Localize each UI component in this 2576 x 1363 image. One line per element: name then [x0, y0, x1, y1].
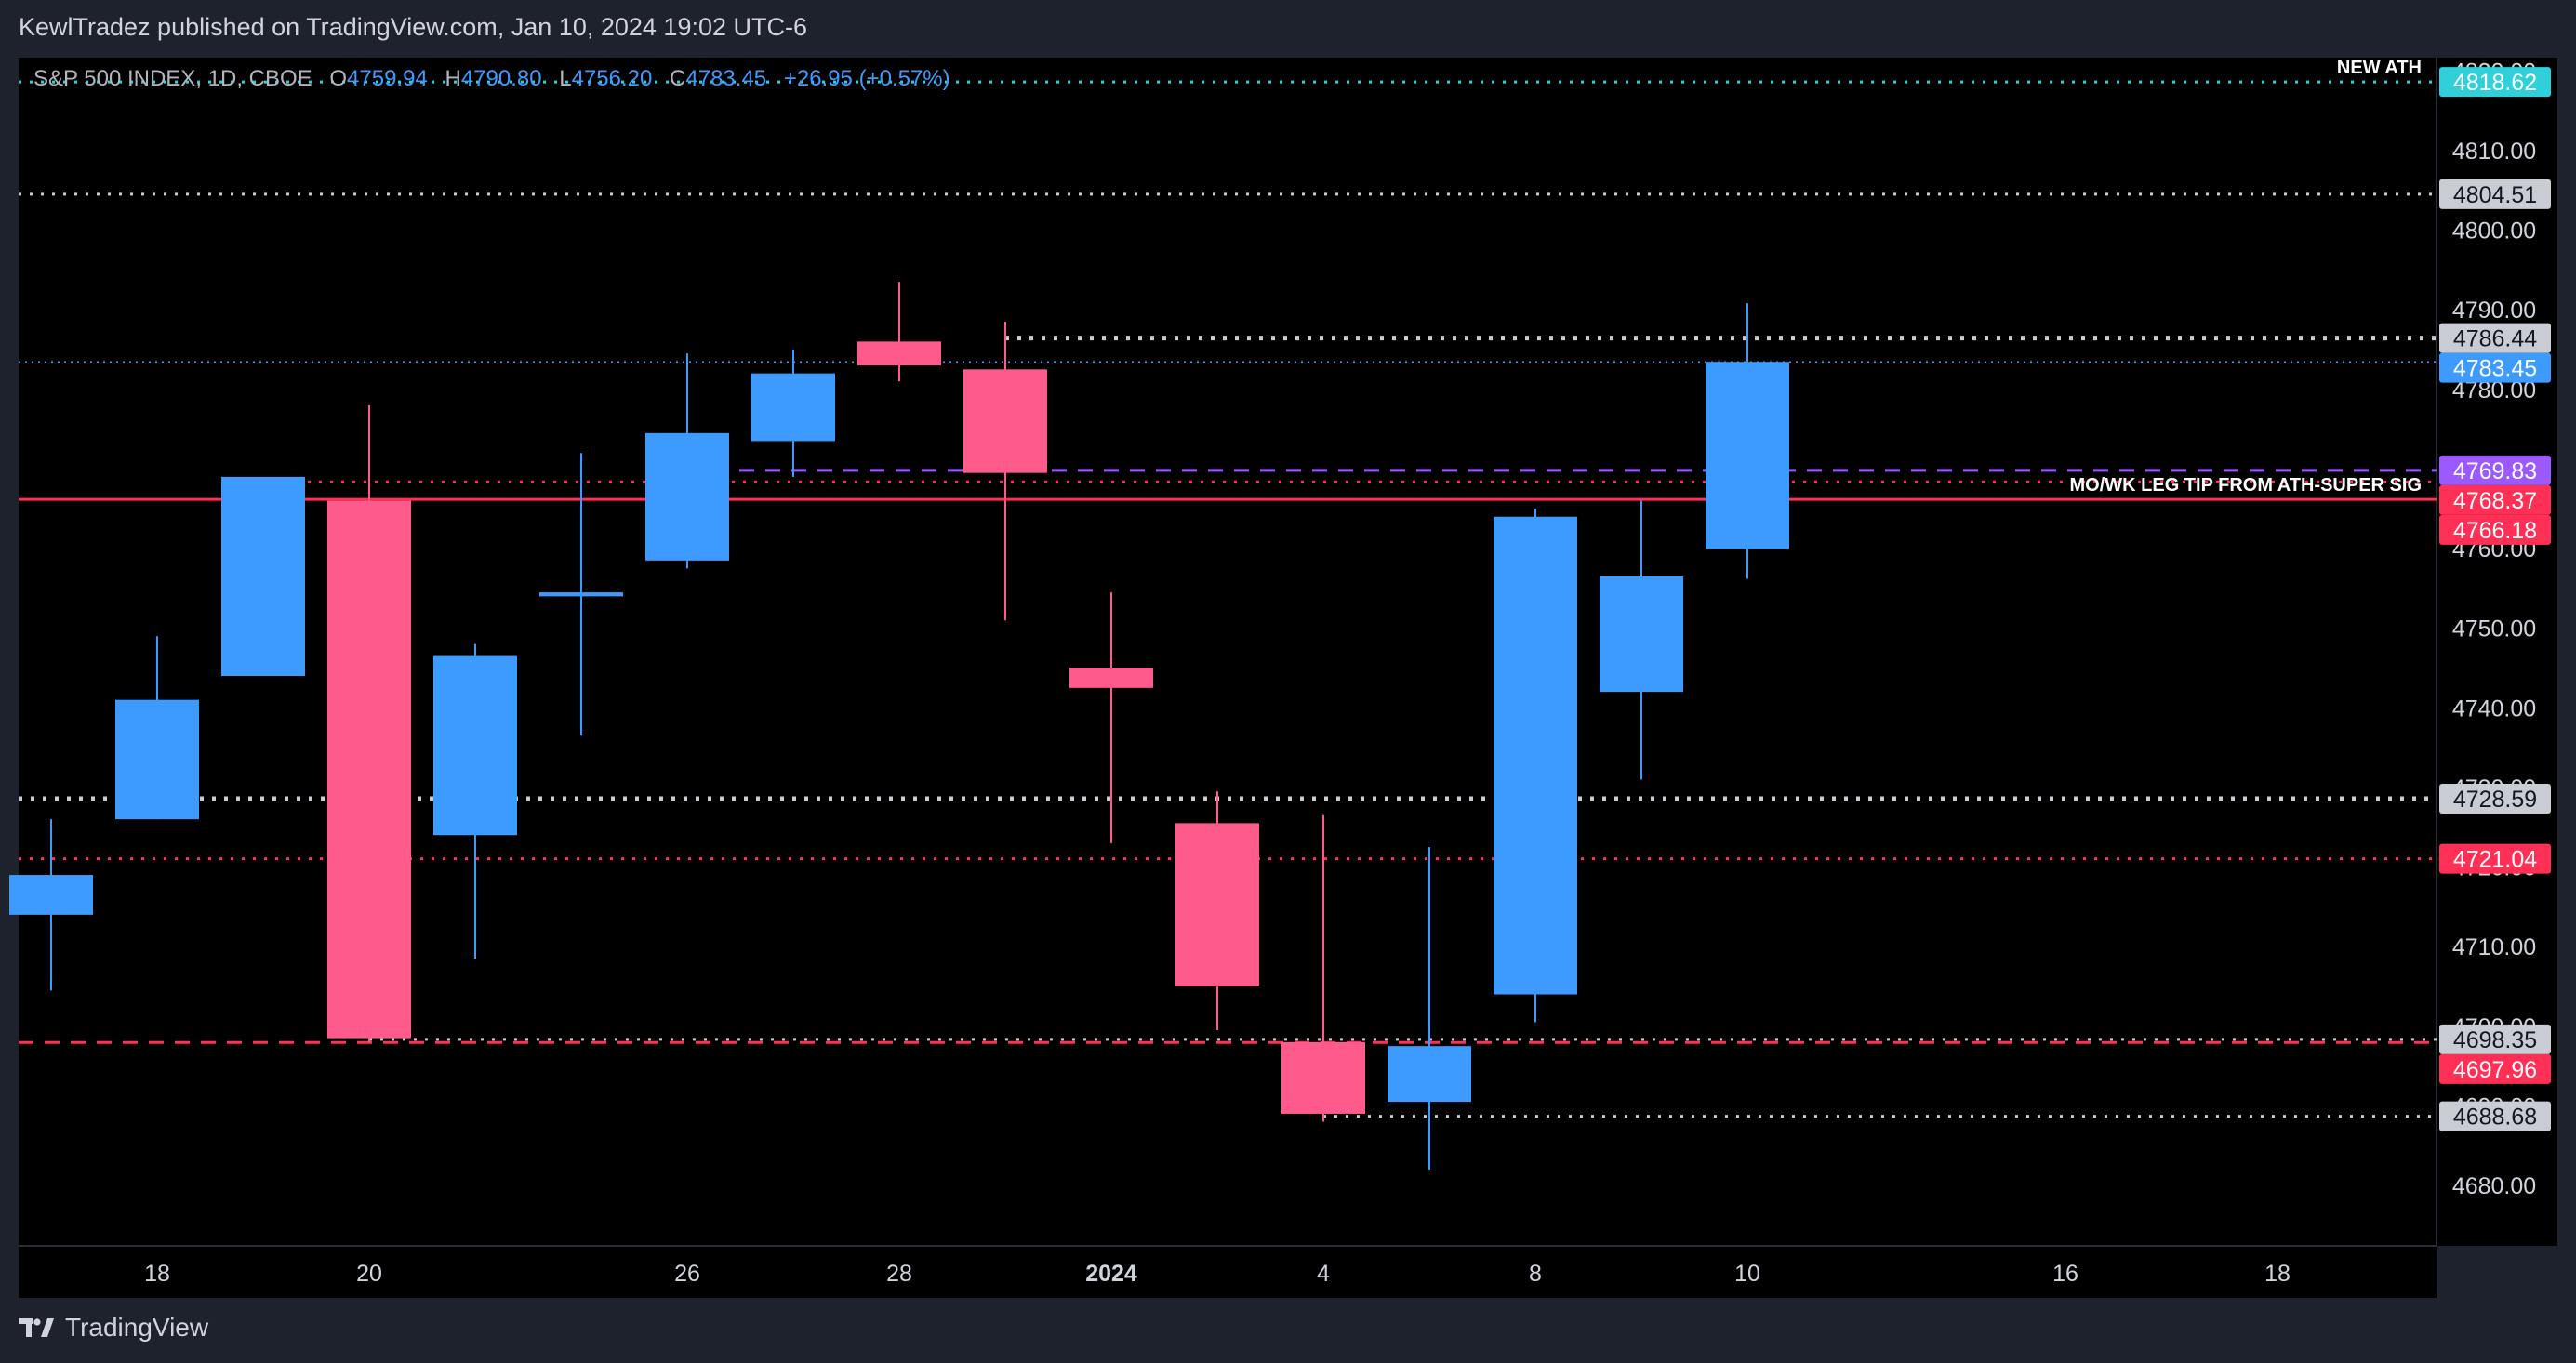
level-tag-label-7: 4728.59 [2453, 787, 2537, 813]
chart-background [19, 58, 2437, 1246]
level-tag-label-3: 4783.45 [2453, 356, 2537, 382]
header-bar: KewlTradez published on TradingView.com,… [0, 0, 2576, 58]
legend-high-label: H [445, 66, 460, 91]
x-tick-label: 10 [1734, 1261, 1760, 1287]
level-tag-label-0: 4818.62 [2453, 70, 2537, 96]
x-tick-label: 26 [674, 1261, 700, 1287]
x-axis-ticks: 18 20 26 28 2024 4 8 10 16 18 [144, 1261, 2291, 1287]
level-tag-label-11: 4688.68 [2453, 1105, 2537, 1131]
level-tag-bg-8 [2439, 843, 2551, 874]
candle-body-2024-01-05[interactable] [1388, 1046, 1471, 1103]
legend-close-value: 4783.45 [685, 66, 766, 91]
y-tick-label: 4800.00 [2452, 218, 2536, 245]
candle-body-2023-12-20[interactable] [327, 500, 411, 1039]
candle-body-2024-01-09[interactable] [1600, 576, 1683, 693]
level-price-tags: 4818.62 4804.51 4786.44 4783.45 4769.83 4768.… [2439, 67, 2551, 1131]
publish-info: KewlTradez published on TradingView.com,… [19, 13, 807, 41]
candle-body-2023-12-22[interactable] [539, 592, 623, 597]
level-tag-bg-0 [2439, 67, 2551, 98]
candle-body-2024-01-10[interactable] [1706, 362, 1789, 549]
y-tick-label: 4790.00 [2452, 298, 2536, 324]
y-tick-label: 4740.00 [2452, 695, 2536, 721]
time-axis-background [19, 1246, 2437, 1298]
level-tag-label-1: 4804.51 [2453, 182, 2537, 208]
tradingview-logo-icon [19, 1318, 54, 1337]
candles [9, 282, 1789, 1170]
level-tag-label-6: 4766.18 [2453, 518, 2537, 544]
x-tick-label: 28 [886, 1261, 912, 1287]
x-tick-label: 18 [2264, 1261, 2291, 1287]
x-tick-label: 18 [144, 1261, 170, 1287]
level-tag-bg-10 [2439, 1053, 2551, 1084]
level-tag-bg-9 [2439, 1024, 2551, 1054]
level-tag-label-10: 4697.96 [2453, 1057, 2537, 1083]
y-tick-label: 4750.00 [2452, 616, 2536, 642]
legend-close-label: C [670, 66, 685, 91]
legend-low-value: 4756.20 [572, 66, 653, 91]
level-tag-bg-6 [2439, 514, 2551, 545]
tradingview-brand[interactable]: TradingView [19, 1313, 208, 1343]
candle-body-2024-01-04[interactable] [1281, 1041, 1365, 1114]
level-tag-bg-11 [2439, 1101, 2551, 1131]
level-tag-label-8: 4721.04 [2453, 847, 2537, 873]
level-tag-label-2: 4786.44 [2453, 326, 2537, 352]
legend-open-label: O [329, 66, 347, 91]
x-tick-label: 8 [1529, 1261, 1542, 1287]
level-tag-bg-7 [2439, 783, 2551, 814]
level-annotation-0: NEW ATH [2337, 58, 2422, 78]
legend-low-label: L [559, 66, 571, 91]
candle-body-2024-01-02[interactable] [1069, 668, 1153, 688]
y-tick-label: 4710.00 [2452, 934, 2536, 960]
candle-body-2023-12-15[interactable] [9, 875, 93, 915]
y-tick-label: 4680.00 [2452, 1173, 2536, 1199]
candle-body-2023-12-27[interactable] [751, 373, 835, 442]
x-tick-label: 16 [2052, 1261, 2078, 1287]
level-tag-bg-4 [2439, 455, 2551, 485]
candle-body-2023-12-28[interactable] [857, 341, 941, 366]
level-tag-bg-3 [2439, 352, 2551, 383]
level-tag-bg-1 [2439, 179, 2551, 209]
candle-body-2024-01-03[interactable] [1175, 823, 1259, 986]
x-tick-label: 20 [356, 1261, 382, 1287]
legend-change: +26.95 (+0.57%) [784, 66, 950, 91]
level-tag-label-5: 4768.37 [2453, 488, 2537, 514]
price-levels: NEW ATH MO/WK LEG TIP FROM ATH-SUPER SIG [19, 58, 2437, 1118]
footer-bar [0, 1298, 2576, 1363]
candle-body-2024-01-08[interactable] [1494, 516, 1577, 995]
level-tag-label-4: 4769.83 [2453, 458, 2537, 484]
legend-symbol: S&P 500 INDEX, 1D, CBOE [33, 66, 312, 91]
candle-body-2023-12-18[interactable] [115, 699, 199, 820]
x-tick-label: 4 [1317, 1261, 1330, 1287]
legend-open-value: 4759.94 [347, 66, 428, 91]
candle-body-2023-12-21[interactable] [433, 655, 517, 836]
candle-body-2023-12-26[interactable] [645, 432, 729, 561]
level-tag-bg-5 [2439, 484, 2551, 515]
brand-name: TradingView [65, 1313, 209, 1342]
candle-body-2023-12-29[interactable] [963, 369, 1047, 473]
level-annotation-6: MO/WK LEG TIP FROM ATH-SUPER SIG [2069, 475, 2422, 496]
level-tag-bg-2 [2439, 323, 2551, 353]
y-tick-label: 4810.00 [2452, 139, 2536, 165]
legend-high-value: 4790.80 [461, 66, 542, 91]
ohlc-legend: S&P 500 INDEX, 1D, CBOE O4759.94 H4790.8… [33, 66, 950, 91]
level-tag-label-9: 4698.35 [2453, 1027, 2537, 1053]
candle-body-2023-12-19[interactable] [221, 476, 305, 676]
x-tick-label: 2024 [1085, 1261, 1137, 1287]
